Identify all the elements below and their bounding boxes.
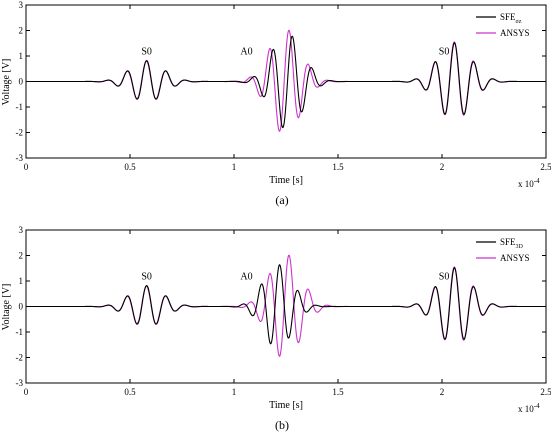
- x-tick-label: 2: [440, 162, 445, 172]
- series-line: [26, 264, 546, 345]
- x-tick-label: 0: [24, 387, 29, 397]
- x-tick-label: 2: [440, 387, 445, 397]
- y-tick-label: 3: [19, 225, 24, 235]
- x-tick-label: 0.5: [124, 162, 136, 172]
- y-tick-label: 3: [19, 0, 24, 10]
- y-tick-label: -3: [16, 378, 24, 388]
- plot-lines: [26, 254, 546, 357]
- y-tick-label: 0: [19, 302, 24, 312]
- y-tick-label: -2: [16, 128, 24, 138]
- series-line: [26, 35, 546, 129]
- wave-annotation: A0: [240, 47, 252, 58]
- x-tick-label: 1: [232, 162, 237, 172]
- x-tick-label: 2.5: [540, 162, 551, 172]
- wave-annotation: S0: [141, 272, 152, 283]
- legend: SFEσz ANSYS: [476, 12, 530, 38]
- wave-annotations: S0 A0 S0: [141, 47, 449, 58]
- y-tick-label: -1: [16, 102, 24, 112]
- wave-annotations: S0 A0 S0: [141, 272, 449, 283]
- y-tick-label: -2: [16, 353, 24, 363]
- x-axis-label: Time [s]: [269, 175, 303, 186]
- wave-annotation: S0: [141, 47, 152, 58]
- x-tick-label: 2.5: [540, 387, 551, 397]
- legend-label-sfe: SFEσz: [500, 12, 522, 25]
- plot-lines: [26, 29, 546, 132]
- y-axis-label: Voltage [V]: [1, 284, 12, 331]
- y-tick-label: 2: [19, 251, 24, 261]
- legend-label-ansys: ANSYS: [500, 28, 530, 38]
- legend-label-sfe: SFE3D: [500, 237, 524, 250]
- y-tick-label: -1: [16, 327, 24, 337]
- legend-label-ansys: ANSYS: [500, 253, 530, 263]
- x-tick-label: 0.5: [124, 387, 136, 397]
- wave-annotation: S0: [439, 272, 450, 283]
- x-tick-label: 1.5: [332, 387, 344, 397]
- x-axis: 0 0.5 1 1.5 2 2.5: [24, 5, 551, 172]
- x-tick-label: 0: [24, 162, 29, 172]
- x-axis-label: Time [s]: [269, 400, 303, 411]
- y-tick-label: 0: [19, 77, 24, 87]
- x-multiplier: x 10-4: [518, 402, 540, 414]
- wave-annotation: A0: [240, 272, 252, 283]
- panel-caption: (a): [275, 193, 288, 207]
- panel-caption: (b): [275, 418, 289, 432]
- x-axis: 0 0.5 1 1.5 2 2.5: [24, 230, 551, 397]
- legend: SFE3D ANSYS: [476, 237, 530, 263]
- y-tick-label: -3: [16, 153, 24, 163]
- x-multiplier: x 10-4: [518, 177, 540, 189]
- y-tick-label: 2: [19, 26, 24, 36]
- y-tick-label: 1: [19, 51, 24, 61]
- wave-annotation: S0: [439, 47, 450, 58]
- y-axis-label: Voltage [V]: [1, 59, 12, 106]
- x-tick-label: 1: [232, 387, 237, 397]
- x-tick-label: 1.5: [332, 162, 344, 172]
- y-axis: -3 -2 -1 0 1 2 3: [16, 225, 546, 388]
- y-tick-label: 1: [19, 276, 24, 286]
